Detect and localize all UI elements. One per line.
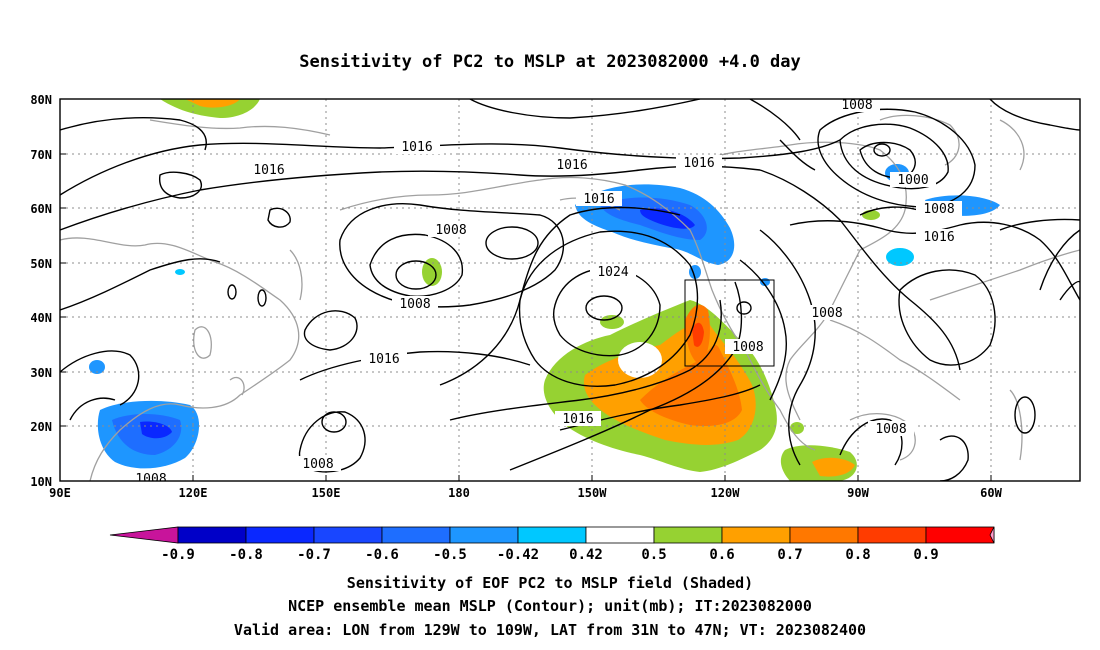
- lat-label: 60N: [30, 202, 52, 216]
- contour-label: 1008: [811, 306, 842, 321]
- colorbar-label: -0.7: [297, 547, 331, 563]
- colorbar-swatch: [585, 526, 655, 544]
- contour-label: 1016: [683, 156, 714, 171]
- contour-label: 1008: [841, 98, 872, 113]
- contour-label: 1008: [875, 422, 906, 437]
- contour-label: 1024: [597, 265, 628, 280]
- sensitivity-shading: [89, 99, 1000, 481]
- colorbar-label: -0.9: [161, 547, 195, 563]
- contour-labels: 1016 1016 1016 1016 1008 1000 1008 1016 …: [128, 98, 962, 487]
- lon-label: 120E: [179, 486, 208, 500]
- valid-area-box: [684, 279, 775, 367]
- contour-label: 1016: [556, 158, 587, 173]
- colorbar-extend-low: [109, 526, 179, 544]
- colorbar-swatch: [449, 526, 519, 544]
- colorbar: -0.9 -0.8 -0.7 -0.6 -0.5 -0.42 0.42 0.5 0.6 0.7 0.…: [109, 526, 995, 563]
- lat-label: 70N: [30, 148, 52, 162]
- contour-label: 1016: [368, 352, 399, 367]
- longitude-labels: 90E 120E 150E 180 150W 120W 90W 60W: [49, 486, 1002, 500]
- colorbar-swatch: [517, 526, 587, 544]
- lat-label: 10N: [30, 475, 52, 489]
- lon-label: 120W: [711, 486, 741, 500]
- map-frame: [59, 98, 1081, 482]
- contour-label: 1008: [435, 223, 466, 238]
- caption-line-3: Valid area: LON from 129W to 109W, LAT f…: [234, 621, 866, 639]
- caption-line-1: Sensitivity of EOF PC2 to MSLP field (Sh…: [347, 574, 753, 592]
- lon-label: 60W: [980, 486, 1002, 500]
- colorbar-swatch: [857, 526, 927, 544]
- latitude-labels: 80N 70N 60N 50N 40N 30N 20N 10N: [30, 93, 52, 489]
- lon-label: 90E: [49, 486, 71, 500]
- colorbar-extend-high: [989, 526, 995, 544]
- colorbar-swatch: [653, 526, 723, 544]
- colorbar-label: 0.9: [913, 547, 938, 563]
- contour-label: 1008: [302, 457, 333, 472]
- colorbar-swatch: [313, 526, 383, 544]
- map-title: Sensitivity of PC2 to MSLP at 2023082000…: [299, 52, 801, 72]
- colorbar-label: 0.42: [569, 547, 603, 563]
- contour-label: 1008: [399, 297, 430, 312]
- lon-label: 180: [448, 486, 470, 500]
- colorbar-swatch: [245, 526, 315, 544]
- axis-ticks: [60, 98, 992, 482]
- lat-label: 30N: [30, 366, 52, 380]
- colorbar-label: -0.42: [497, 547, 539, 563]
- colorbar-label: 0.7: [777, 547, 802, 563]
- lat-label: 80N: [30, 93, 52, 107]
- coastlines: [60, 114, 1080, 481]
- lat-label: 40N: [30, 311, 52, 325]
- colorbar-label: 0.5: [641, 547, 666, 563]
- colorbar-swatch: [925, 526, 995, 544]
- contour-label: 1008: [732, 340, 763, 355]
- colorbar-swatch: [177, 526, 247, 544]
- lat-label: 20N: [30, 420, 52, 434]
- contour-label: 1016: [923, 230, 954, 245]
- colorbar-label: 0.8: [845, 547, 870, 563]
- map-panel: 1016 1016 1016 1016 1008 1000 1008 1016 …: [30, 93, 1081, 500]
- contour-label: 1016: [583, 192, 614, 207]
- contour-label: 1016: [253, 163, 284, 178]
- lon-label: 150W: [578, 486, 608, 500]
- contour-label: 1016: [562, 412, 593, 427]
- contour-label: 1008: [135, 472, 166, 487]
- colorbar-label: -0.6: [365, 547, 399, 563]
- lat-label: 50N: [30, 257, 52, 271]
- contour-label: 1016: [401, 140, 432, 155]
- contour-label: 1008: [923, 202, 954, 217]
- lon-label: 150E: [312, 486, 341, 500]
- caption-line-2: NCEP ensemble mean MSLP (Contour); unit(…: [288, 597, 812, 615]
- lon-label: 90W: [847, 486, 869, 500]
- colorbar-label: 0.6: [709, 547, 734, 563]
- colorbar-swatch: [381, 526, 451, 544]
- contour-label: 1000: [897, 173, 928, 188]
- colorbar-label: -0.8: [229, 547, 263, 563]
- colorbar-swatch: [789, 526, 859, 544]
- colorbar-label: -0.5: [433, 547, 467, 563]
- colorbar-swatch: [721, 526, 791, 544]
